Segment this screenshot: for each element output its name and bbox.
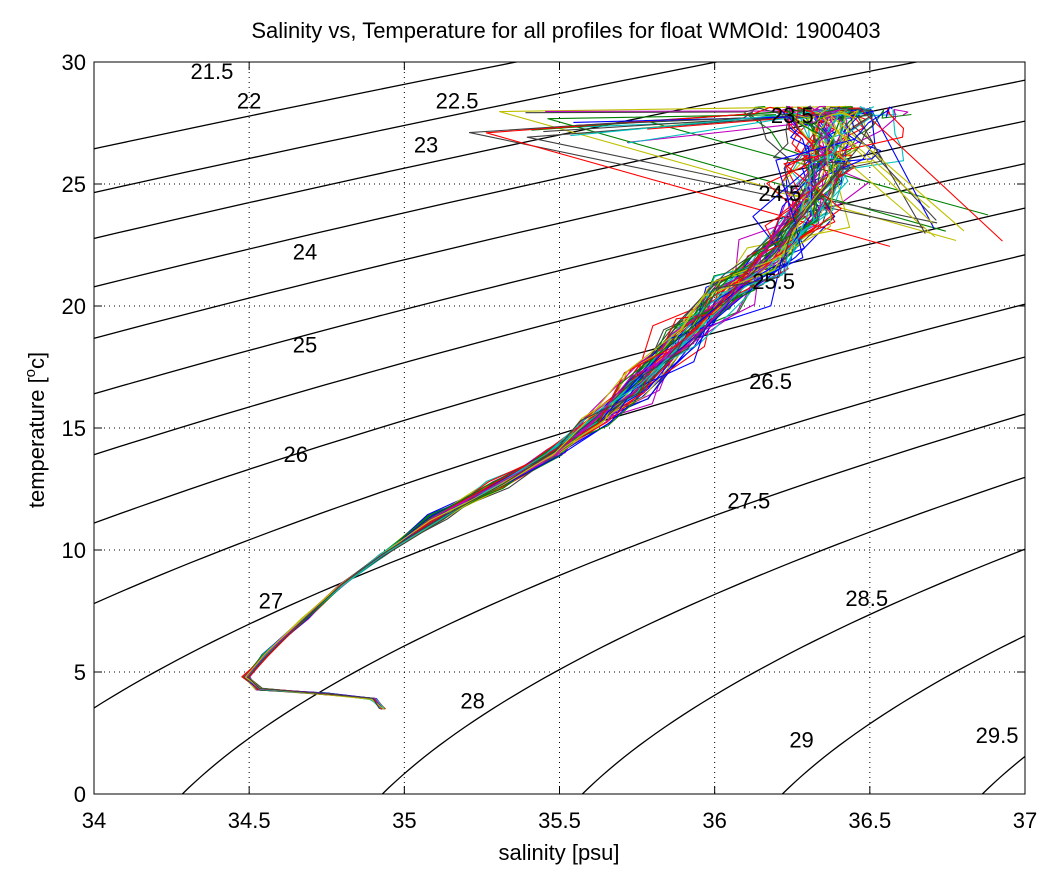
- density-contour-27.5: [581, 548, 1025, 794]
- y-axis-label-superscript: o: [22, 369, 39, 377]
- density-contour-24.5: [94, 207, 1025, 456]
- x-tick-label: 35.5: [538, 808, 581, 833]
- axis-ticks: 34 34.5 35 35.5 36 36.5 37 0 5 10 15 20 25 30: [62, 50, 1038, 833]
- contour-label: 24.5: [758, 181, 801, 206]
- contour-label: 26.5: [749, 369, 792, 394]
- contour-label: 25.5: [752, 269, 795, 294]
- profile-line: [248, 106, 829, 710]
- y-tick-label: 30: [62, 50, 86, 75]
- contour-label: 29: [789, 728, 813, 753]
- profile-line: [243, 107, 837, 709]
- y-tick-label: 20: [62, 294, 86, 319]
- density-contour-22.5: [94, 62, 920, 240]
- density-contour-27: [381, 476, 1025, 794]
- chart-title: Salinity vs, Temperature for all profile…: [251, 18, 880, 43]
- contour-label: 21.5: [191, 59, 234, 84]
- x-tick-label: 34: [82, 808, 106, 833]
- y-axis-label: temperature [oc]: [22, 352, 49, 508]
- density-contour-25: [94, 254, 1025, 524]
- x-tick-label: 36: [702, 808, 726, 833]
- profile-line: [244, 112, 934, 710]
- x-tick-label: 37: [1013, 808, 1037, 833]
- profile-line: [243, 106, 872, 709]
- contour-label: 22: [237, 88, 261, 113]
- y-tick-label: 10: [62, 538, 86, 563]
- contour-label: 28.5: [845, 586, 888, 611]
- float-profiles: [241, 105, 1003, 710]
- x-tick-label: 35: [392, 808, 416, 833]
- contour-label: 28: [460, 689, 484, 714]
- contour-label: 22.5: [436, 88, 479, 113]
- y-tick-label: 5: [74, 660, 86, 685]
- y-tick-label: 0: [74, 782, 86, 807]
- density-contour-22: [94, 62, 720, 194]
- y-tick-label: 25: [62, 172, 86, 197]
- density-contour-24: [94, 163, 1025, 395]
- y-tick-label: 15: [62, 416, 86, 441]
- contour-labels: 21.522 22.5 23 23.5 24 24.5 25 25.5 26 26.5 27 27.5…: [191, 59, 1019, 753]
- contour-label: 29.5: [976, 723, 1019, 748]
- contour-label: 26: [283, 442, 307, 467]
- contour-label: 25: [293, 332, 317, 357]
- x-tick-label: 34.5: [228, 808, 271, 833]
- x-tick-label: 36.5: [848, 808, 891, 833]
- density-contour-26: [94, 356, 1025, 709]
- contour-label: 24: [293, 240, 317, 265]
- grid-lines: [94, 62, 1025, 794]
- contour-label: 23.5: [771, 103, 814, 128]
- contour-label: 27: [259, 589, 283, 614]
- density-contour-28: [781, 635, 1025, 794]
- contour-label: 27.5: [727, 489, 770, 514]
- profile-line: [247, 106, 875, 710]
- x-axis-label: salinity [psu]: [498, 840, 619, 865]
- density-contour-23: [94, 79, 1025, 288]
- density-contour-26.5: [181, 413, 1025, 794]
- contour-label: 23: [414, 132, 438, 157]
